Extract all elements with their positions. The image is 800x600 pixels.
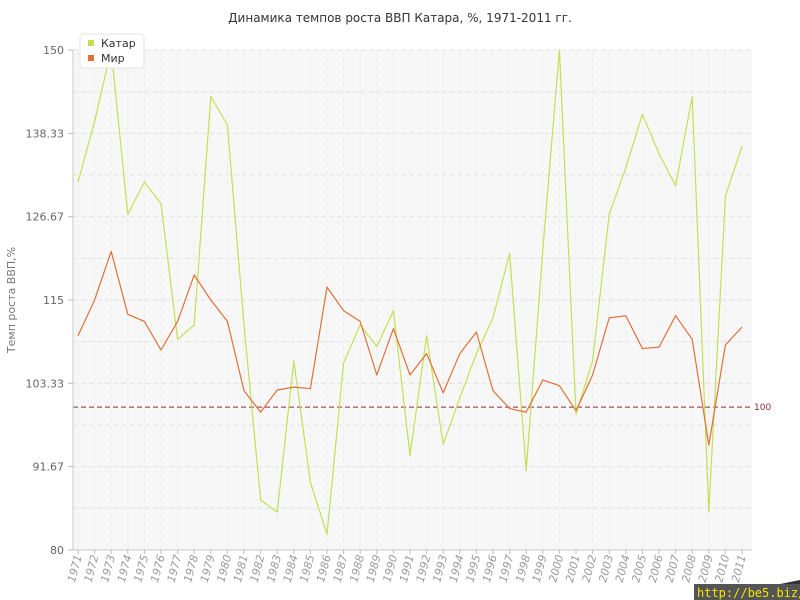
legend-swatch-qatar [88,40,94,46]
y-ticks: 80 91.67 103.33 115 126.67 138.33 150 [26,44,73,557]
reference-line-label: 100 [754,403,771,413]
legend[interactable]: Катар Мир [79,33,145,69]
series-line-qatar [77,49,743,535]
reference-line-group: 100 [73,403,771,413]
watermark-band [694,584,800,600]
y-tick-label: 91.67 [33,461,65,474]
x-tick-label: 2011 [729,553,749,583]
y-tick-label: 80 [50,544,64,557]
legend-label-world[interactable]: Мир [101,52,125,65]
x-ticks: 1971197219731974197519761977197819791980… [65,550,749,584]
y-tick-label: 150 [43,44,64,57]
axes [72,50,752,551]
y-tick-label: 103.33 [26,377,65,390]
y-tick-label: 138.33 [26,127,65,140]
y-tick-label: 126.67 [26,211,65,224]
watermark[interactable]: http://be5.biz/ [694,580,800,600]
legend-box [79,33,145,69]
y-axis-label: Темп роста ВВП,% [5,247,18,354]
series-line-world [77,250,743,446]
legend-label-qatar[interactable]: Катар [101,37,136,50]
y-tick-label: 115 [43,294,64,307]
watermark-link[interactable]: http://be5.biz/ [697,586,800,600]
chart-title: Динамика темпов роста ВВП Катара, %, 197… [228,11,572,25]
grid [73,49,752,551]
legend-swatch-world [88,55,94,61]
series-group [77,49,743,535]
